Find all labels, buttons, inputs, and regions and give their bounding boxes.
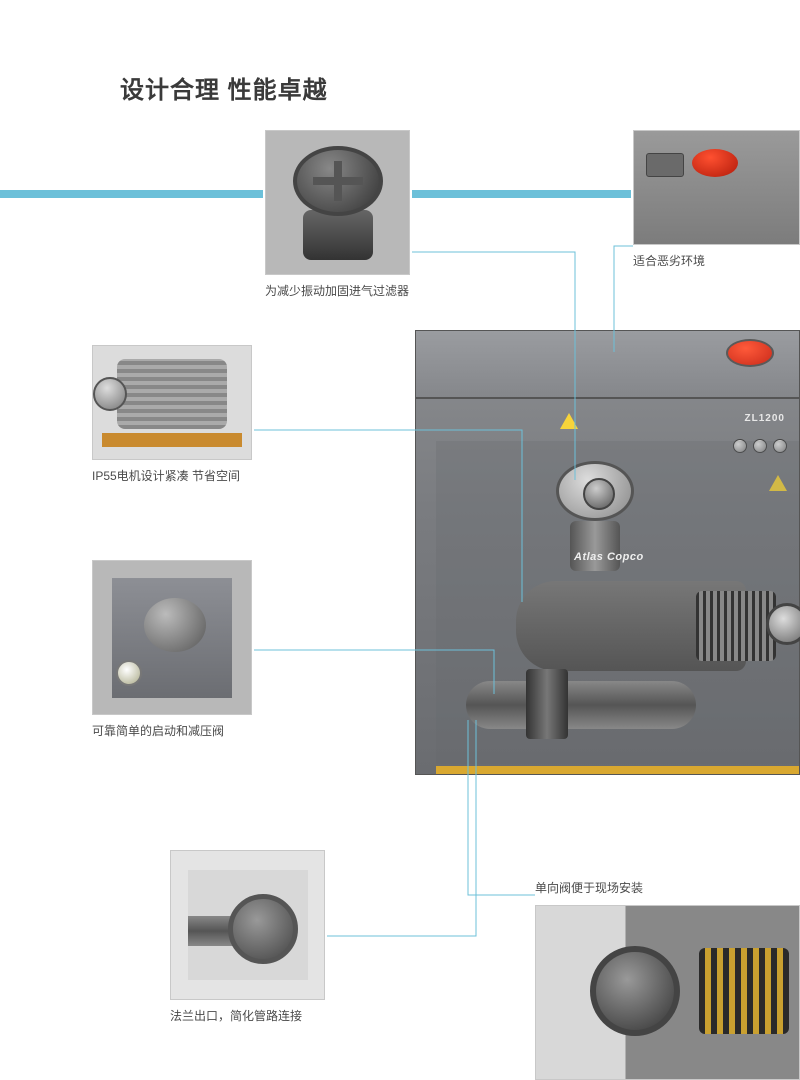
motor-image — [92, 345, 252, 460]
callout-motor: IP55电机设计紧凑 节省空间 — [92, 345, 252, 485]
relief-valve-caption: 可靠简单的启动和减压阀 — [92, 723, 224, 740]
check-valve-icon — [536, 906, 799, 1079]
internal-blower — [516, 581, 746, 671]
air-filter-caption: 为减少振动加固进气过滤器 — [265, 283, 409, 300]
motor-base-icon — [102, 433, 242, 447]
callout-check-valve: 单向阀便于现场安装 — [535, 880, 800, 1080]
filter-cap-icon — [293, 146, 383, 216]
flange-caption: 法兰出口，简化管路连接 — [170, 1008, 302, 1025]
flange-icon — [188, 870, 308, 980]
enclosure-top-icon — [634, 131, 799, 244]
harsh-env-caption: 适合恶劣环境 — [633, 253, 705, 270]
motor-body-icon — [117, 359, 227, 429]
red-cap-icon — [726, 339, 774, 367]
callout-harsh-env: 适合恶劣环境 — [633, 130, 800, 270]
machine-enclosure-top — [416, 331, 799, 399]
callout-relief-valve: 可靠简单的启动和减压阀 — [92, 560, 252, 740]
check-valve-caption: 单向阀便于现场安装 — [535, 880, 643, 897]
internal-air-filter — [556, 461, 638, 561]
accent-bar-right — [412, 190, 631, 198]
machine-model-label: ZL1200 — [745, 413, 785, 424]
main-machine-image: ZL1200 Atlas Copco — [415, 330, 800, 775]
filter-body-icon — [303, 210, 373, 260]
machine-base — [436, 766, 799, 774]
relief-valve-image — [92, 560, 252, 715]
internal-discharge-pipe — [466, 681, 696, 729]
page-title: 设计合理 性能卓越 — [120, 70, 328, 105]
callout-flange-outlet: 法兰出口，简化管路连接 — [170, 850, 325, 1025]
callout-air-filter: 为减少振动加固进气过滤器 — [265, 130, 410, 300]
harsh-env-image — [633, 130, 800, 245]
motor-caption: IP55电机设计紧凑 节省空间 — [92, 468, 240, 485]
check-valve-image — [535, 905, 800, 1080]
flange-image — [170, 850, 325, 1000]
brand-label: Atlas Copco — [574, 551, 644, 563]
valve-icon — [112, 578, 232, 698]
warning-triangle-icon — [560, 413, 578, 429]
air-filter-image — [265, 130, 410, 275]
accent-bar-left — [0, 190, 263, 198]
